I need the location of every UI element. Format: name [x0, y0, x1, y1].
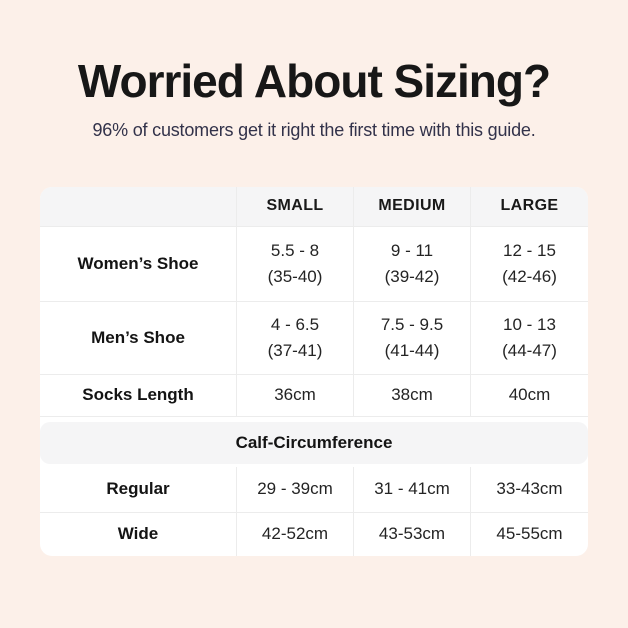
value-line: (41-44) — [384, 340, 440, 360]
value-line: (44-47) — [502, 340, 557, 360]
value-line: 4 - 6.5 — [270, 314, 320, 334]
header-empty-cell — [40, 186, 237, 226]
regular-small-cell: 29 - 39cm — [237, 466, 354, 512]
table-row-wide: Wide 42-52cm 43-53cm 45-55cm — [40, 512, 588, 556]
row-label-wide: Wide — [40, 512, 237, 556]
row-label-regular: Regular — [40, 466, 237, 512]
row-label-socks-length: Socks Length — [40, 374, 237, 416]
womens-shoe-medium-cell: 9 - 11 (39-42) — [354, 226, 471, 301]
regular-large-cell: 33-43cm — [496, 479, 563, 499]
table-row-womens-shoe: Women’s Shoe 5.5 - 8 (35-40) 9 - 11 (39-… — [40, 226, 588, 302]
column-header-small: SMALL — [237, 186, 354, 226]
page-title: Worried About Sizing? — [77, 55, 551, 107]
value-line: (39-42) — [384, 266, 440, 286]
wide-small-cell: 42-52cm — [237, 512, 354, 556]
socks-length-small-cell: 36cm — [237, 374, 354, 416]
table-row-mens-shoe: Men’s Shoe 4 - 6.5 (37-41) 7.5 - 9.5 (41… — [40, 301, 588, 375]
mens-shoe-medium-cell: 7.5 - 9.5 (41-44) — [354, 301, 471, 374]
table-row-socks-length: Socks Length 36cm 38cm 40cm — [40, 374, 588, 417]
mens-shoe-large-cell: 10 - 13 (44-47) — [471, 302, 588, 374]
value-line: 9 - 11 — [390, 240, 434, 260]
value-line: 10 - 13 — [503, 314, 556, 334]
womens-shoe-small-cell: 5.5 - 8 (35-40) — [237, 226, 354, 301]
size-guide-table: SMALL MEDIUM LARGE Women’s Shoe 5.5 - 8 … — [40, 186, 588, 556]
wide-large-cell: 45-55cm — [496, 524, 563, 544]
value-line: 5.5 - 8 — [270, 240, 320, 260]
value-line: (37-41) — [267, 340, 323, 360]
wide-medium-cell: 43-53cm — [354, 512, 471, 556]
page-subtitle: 96% of customers get it right the first … — [92, 119, 536, 140]
column-header-large: LARGE — [500, 197, 559, 215]
socks-length-large-cell: 40cm — [508, 385, 551, 405]
value-line: 7.5 - 9.5 — [380, 314, 444, 334]
value-line: (42-46) — [502, 266, 557, 286]
mens-shoe-small-cell: 4 - 6.5 (37-41) — [237, 301, 354, 374]
value-line: (35-40) — [267, 266, 323, 286]
value-line: 12 - 15 — [503, 240, 556, 260]
table-header-row: SMALL MEDIUM LARGE — [40, 186, 588, 227]
row-label-womens-shoe: Women’s Shoe — [40, 226, 237, 301]
column-header-medium: MEDIUM — [354, 186, 471, 226]
section-header-calf-circumference: Calf-Circumference — [40, 421, 588, 464]
regular-medium-cell: 31 - 41cm — [354, 466, 471, 512]
table-row-regular: Regular 29 - 39cm 31 - 41cm 33-43cm — [40, 466, 588, 513]
socks-length-medium-cell: 38cm — [354, 374, 471, 416]
womens-shoe-large-cell: 12 - 15 (42-46) — [471, 227, 588, 301]
row-label-mens-shoe: Men’s Shoe — [40, 301, 237, 374]
